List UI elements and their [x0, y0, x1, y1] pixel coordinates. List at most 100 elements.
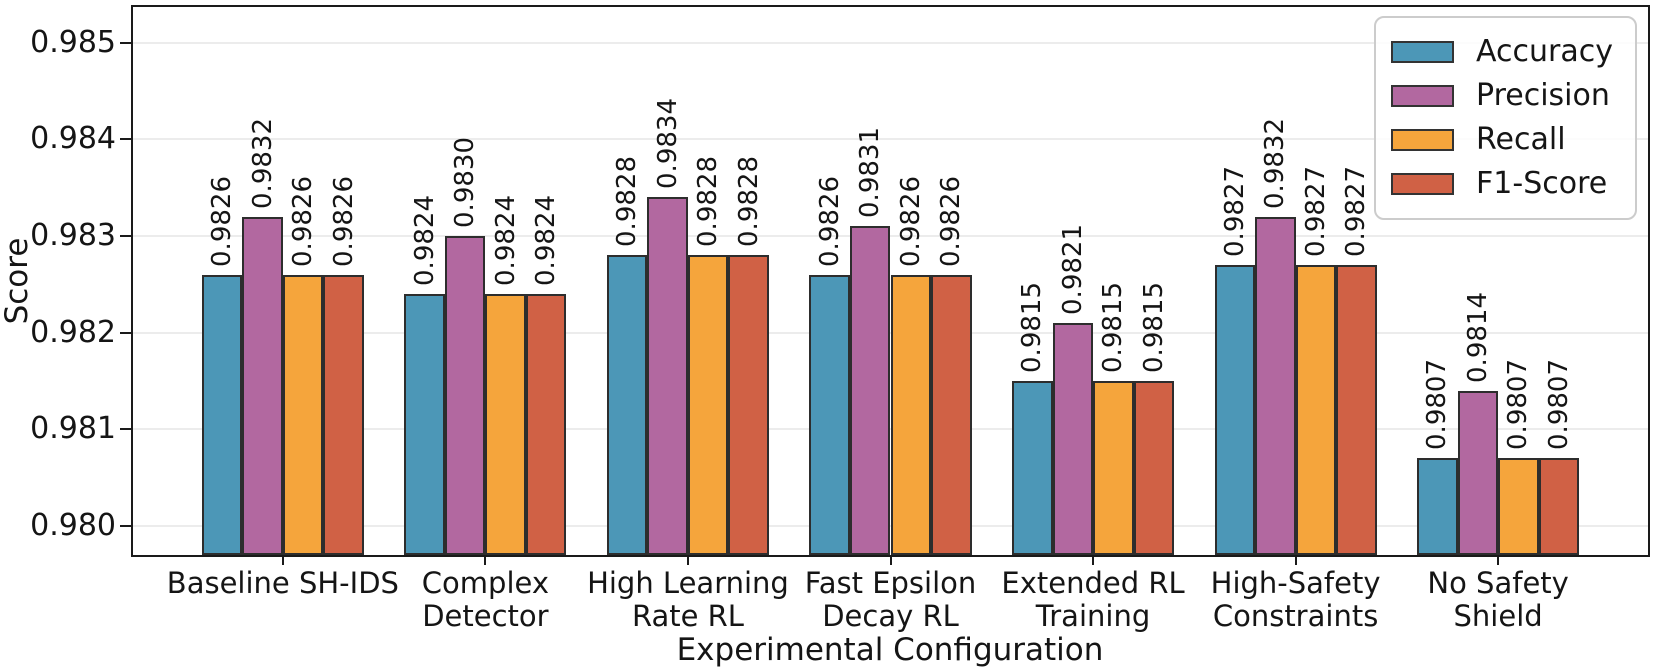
bar-value-label: 0.9807 — [1422, 359, 1453, 451]
x-tick-label: High Learning Rate RL — [587, 566, 789, 633]
y-tick-label: 0.981 — [30, 411, 116, 447]
bar-value-label: 0.9814 — [1462, 291, 1493, 383]
legend-swatch-f1-score — [1391, 173, 1455, 195]
bar-recall-extended-rl — [1093, 381, 1134, 555]
bar-value-label: 0.9824 — [409, 195, 440, 287]
bar-value-label: 0.9807 — [1543, 359, 1574, 451]
legend-swatch-recall — [1391, 129, 1455, 151]
bar-accuracy-extended-rl — [1012, 381, 1053, 555]
bar-f1-score-baseline-sh-ids — [323, 274, 364, 555]
bar-value-label: 0.9832 — [1260, 117, 1291, 209]
y-tick-mark — [120, 428, 131, 431]
bar-value-label: 0.9826 — [936, 175, 967, 267]
bar-f1-score-complex — [525, 294, 567, 555]
bar-f1-score-high-safety — [1336, 265, 1377, 555]
bar-value-label: 0.9830 — [450, 137, 481, 229]
bar-value-label: 0.9828 — [612, 156, 643, 248]
bar-accuracy-high-safety — [1214, 265, 1256, 555]
bar-value-label: 0.9807 — [1503, 359, 1534, 451]
y-tick-label: 0.985 — [30, 24, 116, 60]
x-tick-mark — [889, 555, 892, 565]
bar-value-label: 0.9827 — [1300, 166, 1331, 258]
bar-recall-high-safety — [1295, 265, 1337, 555]
legend-item-precision: Precision — [1391, 74, 1613, 118]
y-tick-label: 0.983 — [30, 218, 116, 254]
bar-value-label: 0.9834 — [652, 98, 683, 190]
x-tick-mark — [281, 555, 284, 565]
x-tick-mark — [484, 555, 487, 565]
x-tick-mark — [1497, 555, 1500, 565]
bar-recall-complex — [485, 294, 526, 555]
x-tick-label: No Safety Shield — [1427, 566, 1569, 633]
bar-value-label: 0.9827 — [1341, 166, 1372, 258]
bar-f1-score-extended-rl — [1133, 381, 1175, 555]
x-axis-label: Experimental Configuration — [676, 632, 1104, 668]
bar-recall-fast-epsilon — [890, 274, 931, 555]
bar-precision-extended-rl — [1052, 323, 1094, 555]
bar-value-label: 0.9815 — [1138, 282, 1169, 374]
bar-accuracy-complex — [404, 294, 445, 555]
bar-precision-high-learning — [647, 197, 688, 555]
x-tick-label: High-Safety Constraints — [1210, 566, 1381, 633]
y-tick-mark — [120, 138, 131, 141]
legend-label-accuracy: Accuracy — [1476, 34, 1613, 69]
bar-recall-high-learning — [687, 255, 729, 555]
bar-value-label: 0.9826 — [328, 175, 359, 267]
x-tick-mark — [1092, 555, 1095, 565]
y-tick-label: 0.982 — [30, 314, 116, 350]
bar-value-label: 0.9832 — [247, 117, 278, 209]
bar-value-label: 0.9821 — [1057, 224, 1088, 316]
bar-accuracy-high-learning — [606, 255, 648, 555]
bar-value-label: 0.9815 — [1098, 282, 1129, 374]
bar-accuracy-no-safety — [1417, 458, 1458, 555]
y-tick-mark — [120, 235, 131, 238]
bar-accuracy-baseline-sh-ids — [201, 274, 243, 555]
legend-label-f1-score: F1-Score — [1476, 166, 1608, 201]
y-tick-mark — [120, 331, 131, 334]
bar-precision-no-safety — [1457, 390, 1499, 555]
x-tick-mark — [1294, 555, 1297, 565]
y-tick-label: 0.980 — [30, 508, 116, 543]
x-tick-label: Extended RL Training — [1001, 566, 1185, 633]
bar-value-label: 0.9828 — [693, 156, 724, 248]
legend-swatch-accuracy — [1391, 41, 1455, 63]
legend-item-recall: Recall — [1391, 118, 1613, 162]
bar-precision-high-safety — [1255, 216, 1296, 555]
bar-accuracy-fast-epsilon — [809, 274, 850, 555]
bar-precision-complex — [444, 236, 486, 555]
x-tick-mark — [686, 555, 689, 565]
bar-precision-fast-epsilon — [849, 226, 891, 555]
bar-recall-no-safety — [1498, 458, 1539, 555]
bar-value-label: 0.9827 — [1219, 166, 1250, 258]
legend-item-accuracy: Accuracy — [1391, 30, 1613, 74]
gridline — [133, 138, 1648, 141]
bar-f1-score-no-safety — [1538, 458, 1580, 555]
bar-value-label: 0.9815 — [1017, 282, 1048, 374]
bar-precision-baseline-sh-ids — [242, 216, 283, 555]
bar-value-label: 0.9826 — [895, 175, 926, 267]
legend-label-recall: Recall — [1476, 122, 1566, 157]
bar-value-label: 0.9826 — [814, 175, 845, 267]
x-tick-label: Baseline SH-IDS — [166, 566, 399, 600]
x-tick-label: Fast Epsilon Decay RL — [804, 566, 977, 633]
bar-value-label: 0.9826 — [288, 175, 319, 267]
x-tick-label: Complex Detector — [421, 566, 550, 633]
legend: Accuracy Precision Recall F1-Score — [1374, 16, 1637, 220]
bar-value-label: 0.9826 — [207, 175, 238, 267]
gridline — [133, 41, 1648, 44]
bar-f1-score-fast-epsilon — [931, 274, 972, 555]
y-tick-mark — [120, 525, 131, 527]
legend-item-f1-score: F1-Score — [1391, 162, 1613, 206]
bar-f1-score-high-learning — [728, 255, 769, 555]
bar-value-label: 0.9831 — [855, 127, 886, 219]
y-tick-mark — [120, 41, 131, 44]
bar-value-label: 0.9824 — [490, 195, 521, 287]
legend-label-precision: Precision — [1476, 78, 1610, 113]
plot-area: 0.9826 0.9832 0.9826 0.9826 0.9824 0.9830 0.98… — [133, 7, 1648, 555]
gridline — [133, 235, 1648, 238]
bar-value-label: 0.9824 — [531, 195, 562, 287]
y-tick-label: 0.984 — [30, 121, 116, 157]
bar-recall-baseline-sh-ids — [282, 274, 324, 555]
bar-value-label: 0.9828 — [733, 156, 764, 248]
